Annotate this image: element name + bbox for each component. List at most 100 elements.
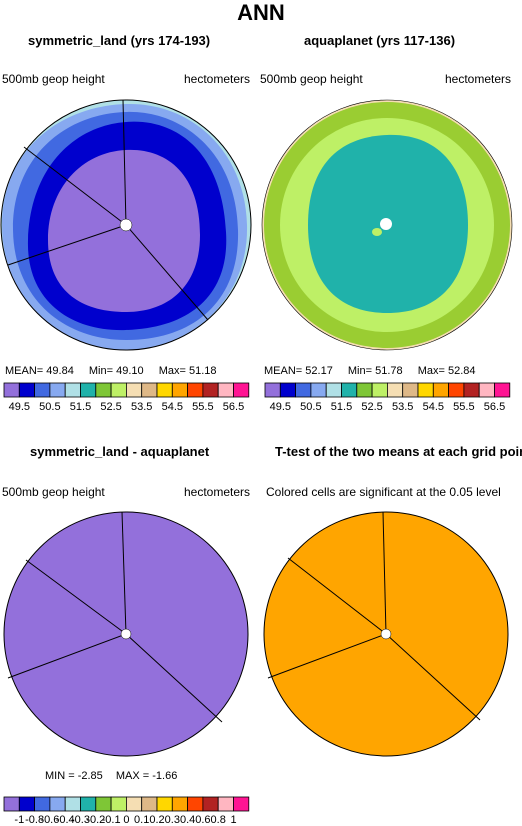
continent-boundary-line bbox=[122, 99, 127, 226]
continent-boundary-line bbox=[287, 557, 387, 635]
map-boundary bbox=[261, 99, 513, 351]
colorbar-cell bbox=[448, 382, 465, 398]
colorbar-cell bbox=[141, 382, 158, 398]
colorbar-cell bbox=[80, 796, 97, 812]
colorbar-label: 53.5 bbox=[130, 401, 153, 413]
colorbar-difference bbox=[3, 796, 250, 812]
colorbar-cell bbox=[478, 382, 495, 398]
stats-difference: MIN = -2.85 MAX = -1.66 bbox=[45, 770, 177, 782]
colorbar-label: -0.8 bbox=[25, 814, 45, 826]
pole-marker bbox=[119, 218, 133, 232]
colorbar-label: -0.3 bbox=[71, 814, 90, 826]
stat-min-value: 51.78 bbox=[375, 365, 403, 377]
colorbar-cell bbox=[49, 796, 66, 812]
colorbar-cell bbox=[217, 796, 234, 812]
map-ttest bbox=[263, 511, 509, 757]
colorbar-cell bbox=[432, 382, 449, 398]
colorbar-label: 0.1 bbox=[134, 814, 150, 826]
colorbar-cell bbox=[95, 382, 112, 398]
continent-boundary-line bbox=[121, 511, 127, 635]
colorbar-cell bbox=[264, 382, 281, 398]
continent-boundary-line bbox=[385, 633, 481, 721]
colorbar-cell bbox=[95, 796, 112, 812]
continent-boundary-line bbox=[382, 511, 387, 635]
colorbar-cell bbox=[34, 796, 51, 812]
continent-boundary-line bbox=[25, 559, 127, 635]
panel-right-label: hectometers bbox=[184, 485, 251, 499]
continent-boundary-line bbox=[23, 146, 127, 226]
colorbar-cell bbox=[295, 382, 312, 398]
colorbar-label: 0 bbox=[123, 814, 130, 826]
colorbar-label: -0.4 bbox=[55, 814, 75, 826]
colorbar-label: 0.8 bbox=[210, 814, 226, 826]
colorbar-label: 54.5 bbox=[161, 401, 184, 413]
continent-boundary-line bbox=[7, 633, 127, 679]
colorbar-cell bbox=[64, 382, 81, 398]
stat-min-label: MIN = bbox=[45, 770, 75, 782]
colorbar-cell bbox=[233, 382, 250, 398]
panel-right-label: hectometers bbox=[184, 72, 251, 86]
colorbar-cell bbox=[233, 796, 250, 812]
colorbar-label: 52.5 bbox=[361, 401, 383, 413]
colorbar-cell bbox=[463, 382, 480, 398]
map-symmetric-land bbox=[0, 99, 252, 351]
stat-max-value: 51.18 bbox=[188, 365, 217, 377]
panel-title-aquaplanet: aquaplanet (yrs 117-136) bbox=[304, 33, 456, 48]
colorbar-label: 53.5 bbox=[391, 401, 414, 413]
colorbar-cell bbox=[371, 382, 388, 398]
pole-marker bbox=[380, 218, 392, 230]
stat-max-label: Max= bbox=[158, 365, 186, 377]
contour-fill-purple bbox=[48, 149, 200, 312]
stats-aquaplanet: MEAN= 52.17 Min= 51.78 Max= 52.84 bbox=[264, 365, 476, 377]
stat-max-value: 52.84 bbox=[447, 365, 476, 377]
colorbar-cell bbox=[279, 382, 296, 398]
contour-fill-pole-spot bbox=[372, 228, 382, 236]
colorbar-label: 0.2 bbox=[149, 814, 165, 826]
colorbar-cell bbox=[64, 796, 81, 812]
colorbar-label: 1 bbox=[230, 814, 237, 826]
panel-title-difference: symmetric_land - aquaplanet bbox=[30, 444, 210, 459]
colorbar-cell bbox=[187, 796, 204, 812]
colorbar-label: 49.5 bbox=[269, 401, 292, 413]
panel-title-symmetric-land: symmetric_land (yrs 174-193) bbox=[28, 33, 211, 48]
colorbar-label: 50.5 bbox=[39, 401, 61, 413]
colorbar-cell bbox=[171, 382, 189, 398]
colorbar-cell bbox=[402, 382, 419, 398]
colorbar-symmetric-land bbox=[3, 382, 250, 398]
panel-left-label: 500mb geop height bbox=[2, 72, 105, 86]
colorbar-cell bbox=[171, 796, 189, 812]
stat-min-value: -2.85 bbox=[77, 770, 103, 782]
stat-mean-label: MEAN= bbox=[264, 365, 303, 377]
stat-min-label: Min= bbox=[88, 365, 114, 377]
stat-max-label: MAX = bbox=[115, 770, 150, 782]
continent-boundary-line bbox=[267, 633, 387, 679]
colorbar-cell bbox=[341, 382, 358, 398]
colorbar-label: 0.6 bbox=[195, 814, 211, 826]
map-aquaplanet bbox=[261, 99, 513, 351]
pole-marker bbox=[380, 628, 392, 640]
colorbar-cell bbox=[3, 382, 20, 398]
colorbar-cell bbox=[494, 382, 511, 398]
colorbar-cell bbox=[156, 382, 173, 398]
colorbar-cell bbox=[80, 382, 97, 398]
colorbar-label: -0.2 bbox=[86, 814, 106, 826]
panel-right-label: hectometers bbox=[445, 72, 512, 86]
colorbar-cell bbox=[110, 382, 127, 398]
stat-mean-value: 52.17 bbox=[305, 365, 333, 377]
panel-left-label: 500mb geop height bbox=[260, 72, 363, 86]
colorbar-label: 0.4 bbox=[179, 814, 196, 826]
colorbar-aquaplanet bbox=[264, 382, 511, 398]
colorbar-label: 55.5 bbox=[192, 401, 214, 413]
colorbar-cell bbox=[386, 382, 404, 398]
panel-title-ttest: T-test of the two means at each grid poi… bbox=[275, 444, 522, 459]
page-title: ANN bbox=[237, 0, 285, 25]
colorbar-cell bbox=[156, 796, 173, 812]
panel-left-label: 500mb geop height bbox=[2, 485, 105, 499]
colorbar-label: 50.5 bbox=[300, 401, 322, 413]
colorbar-cell bbox=[18, 796, 35, 812]
colorbar-cell bbox=[49, 382, 66, 398]
panel-subtitle: Colored cells are significant at the 0.0… bbox=[266, 485, 501, 499]
colorbar-cell bbox=[310, 382, 327, 398]
stat-max-label: Max= bbox=[417, 365, 445, 377]
